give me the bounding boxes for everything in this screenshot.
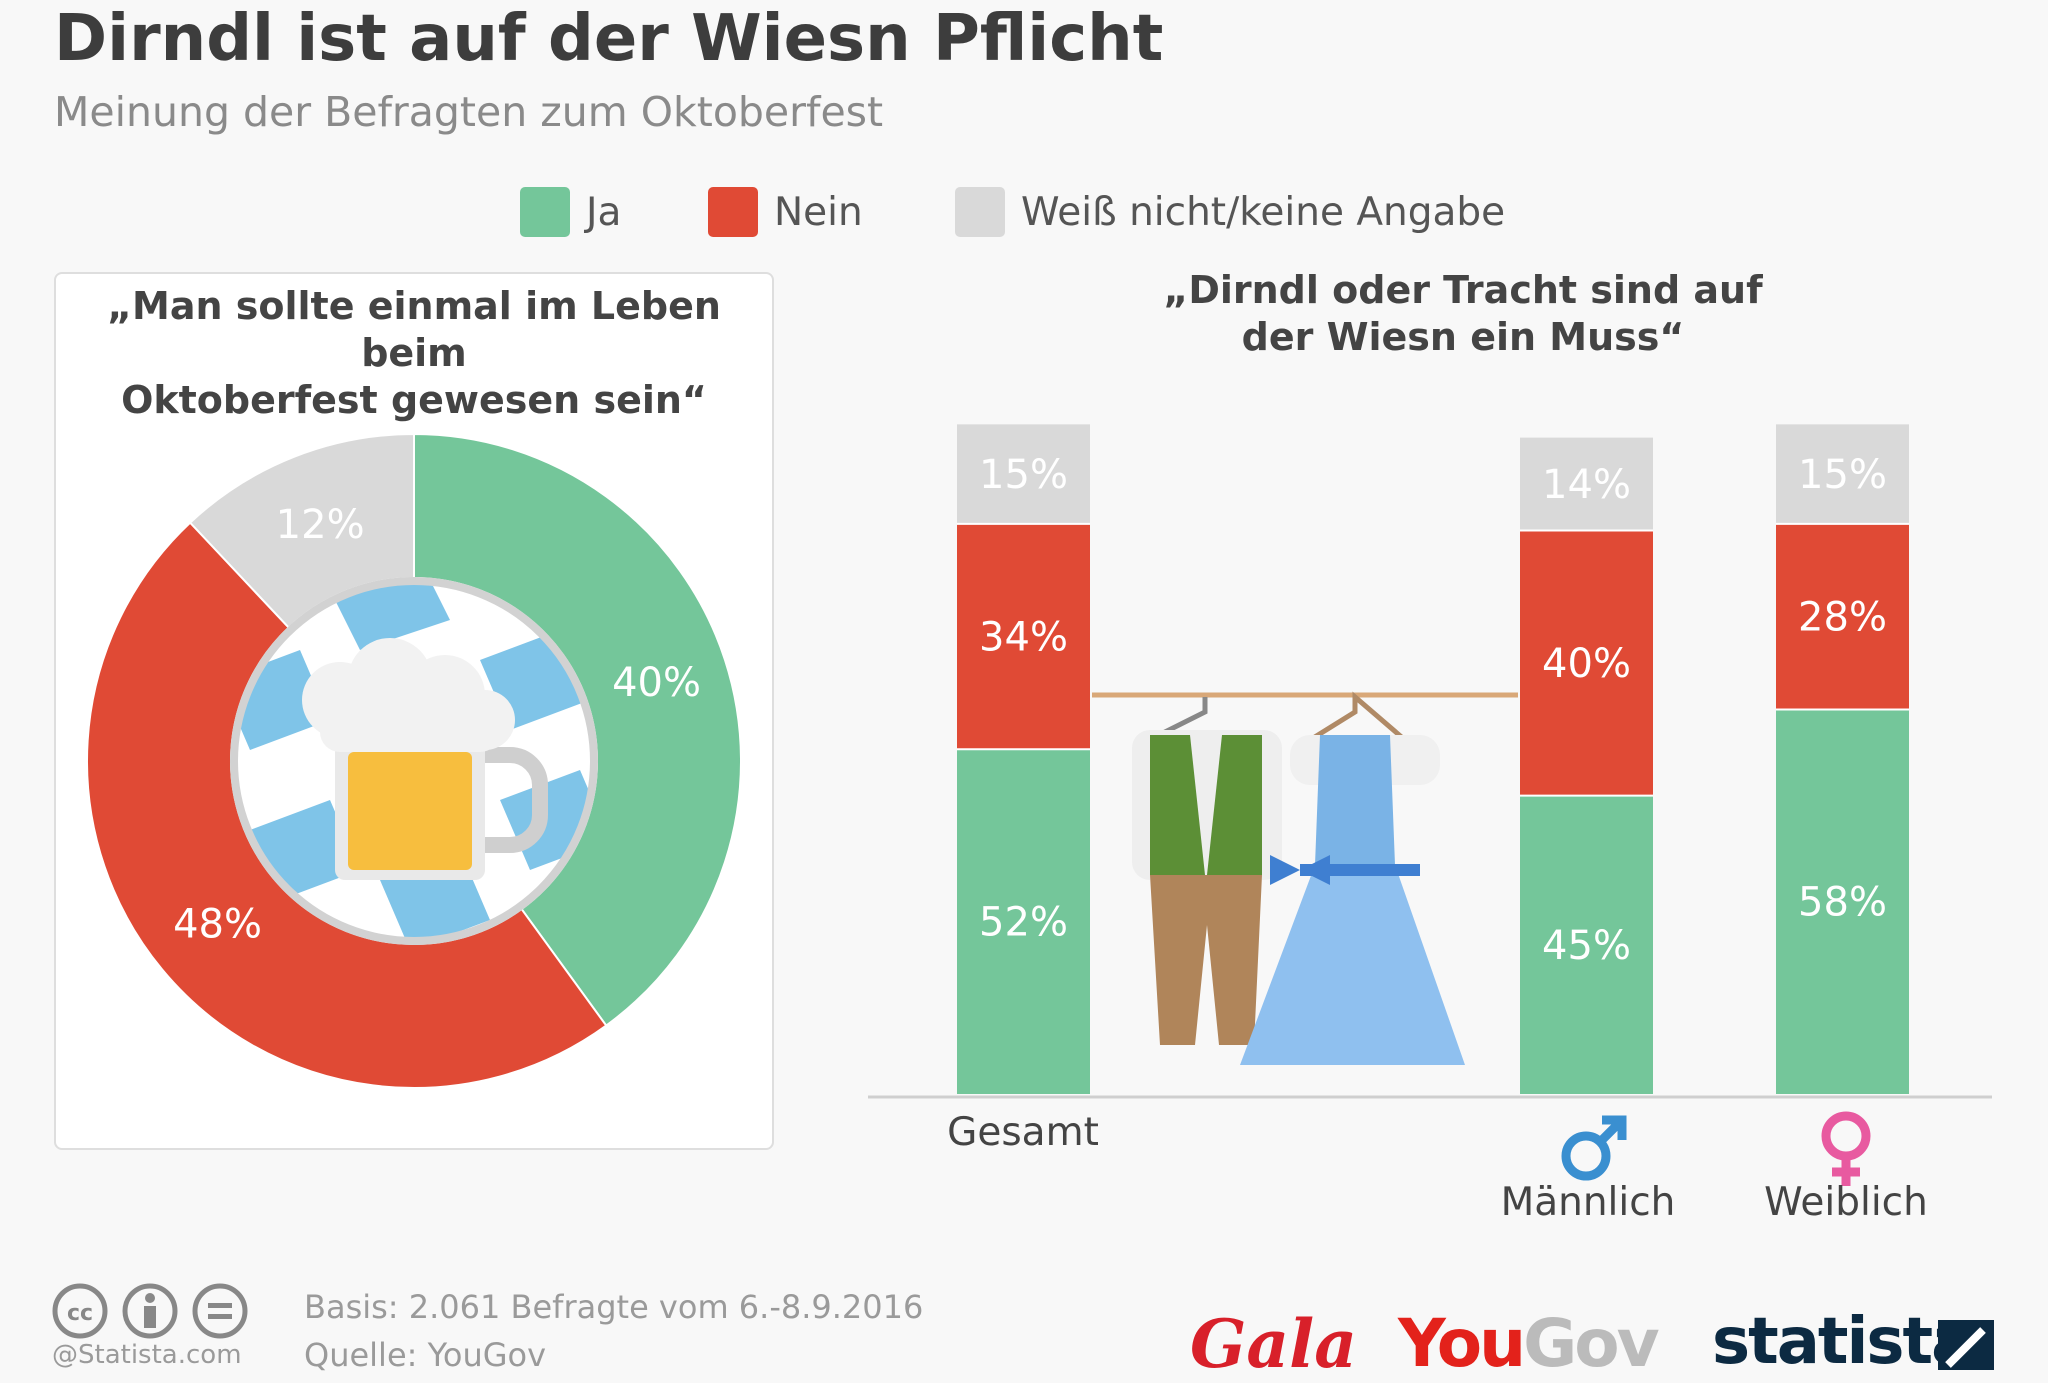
donut-chart: 40% 48% 12% xyxy=(85,432,742,1089)
bar-segment xyxy=(1520,437,1653,531)
bar-title: „Dirndl oder Tracht sind auf der Wiesn e… xyxy=(1113,267,1813,361)
bar-title-line: der Wiesn ein Muss“ xyxy=(1241,315,1685,359)
bar-segment xyxy=(957,523,1090,750)
legend-label: Nein xyxy=(774,189,863,235)
statista-logo: statista xyxy=(1712,1305,1974,1379)
female-symbol-icon xyxy=(1821,1111,1871,1186)
legend-item-nein: Nein xyxy=(708,187,863,237)
legend-item-unknown: Weiß nicht/keine Angabe xyxy=(955,187,1505,237)
bar-title-line: „Dirndl oder Tracht sind auf xyxy=(1163,268,1763,312)
bar-value-label: 45% xyxy=(1542,923,1631,969)
category-label-gesamt: Gesamt xyxy=(947,1110,1099,1155)
bar-value-label: 14% xyxy=(1542,462,1631,508)
source-note: Quelle: YouGov xyxy=(304,1336,547,1374)
bar-value-label: 52% xyxy=(979,900,1068,946)
bar-segment xyxy=(1776,424,1909,524)
donut-slice-label: 40% xyxy=(612,660,701,706)
tracht-illustration xyxy=(1132,691,1465,1065)
stacked-bar-chart: 52% 34% 15% 45% 40% 14% 58% 28% 15% xyxy=(957,424,1909,1094)
bar-segment xyxy=(1776,709,1909,1094)
donut-title-line: „Man sollte einmal im Leben beim xyxy=(107,284,721,375)
male-symbol-icon xyxy=(1561,1115,1627,1181)
bar-segment xyxy=(1520,795,1653,1094)
yougov-logo-gov: Gov xyxy=(1523,1305,1660,1382)
bar-value-label: 15% xyxy=(979,452,1068,498)
yougov-logo-you: You xyxy=(1398,1305,1526,1382)
statista-logo-mark xyxy=(1938,1320,1994,1370)
bar-value-label: 58% xyxy=(1798,880,1887,926)
bar-segment xyxy=(1776,523,1909,710)
legend-swatch-ja xyxy=(520,187,570,237)
category-label-maennlich: Männlich xyxy=(1500,1180,1676,1225)
page-title: Dirndl ist auf der Wiesn Pflicht xyxy=(54,2,1164,76)
category-label-weiblich: Weiblich xyxy=(1764,1180,1928,1225)
legend-swatch-nein xyxy=(708,187,758,237)
yougov-logo: YouGov xyxy=(1398,1305,1660,1382)
beer-mug-icon xyxy=(302,638,548,880)
bar-value-label: 15% xyxy=(1798,452,1887,498)
bar-value-label: 28% xyxy=(1798,595,1887,641)
bar-segment xyxy=(957,424,1090,524)
donut-inner-ring xyxy=(230,577,598,945)
legend-label: Ja xyxy=(586,189,622,235)
donut-slice-label: 12% xyxy=(276,502,365,548)
basis-note: Basis: 2.061 Befragte vom 6.-8.9.2016 xyxy=(304,1288,924,1326)
bar-segment xyxy=(1520,530,1653,796)
gala-logo: Gala xyxy=(1190,1305,1357,1383)
creative-commons-icons: cc xyxy=(52,1283,248,1339)
donut-slice-label: 48% xyxy=(173,902,262,948)
svg-text:cc: cc xyxy=(67,1301,93,1326)
bar-value-label: 40% xyxy=(1542,641,1631,687)
statista-credit: @Statista.com xyxy=(52,1340,242,1370)
bar-value-label: 34% xyxy=(979,615,1068,661)
legend-item-ja: Ja xyxy=(520,187,621,237)
donut-title: „Man sollte einmal im Leben beim Oktober… xyxy=(54,283,774,424)
legend-swatch-unknown xyxy=(955,187,1005,237)
legend-label: Weiß nicht/keine Angabe xyxy=(1021,189,1506,235)
bar-segment xyxy=(957,749,1090,1094)
page-subtitle: Meinung der Befragten zum Oktoberfest xyxy=(54,88,884,136)
donut-title-line: Oktoberfest gewesen sein“ xyxy=(121,378,707,422)
